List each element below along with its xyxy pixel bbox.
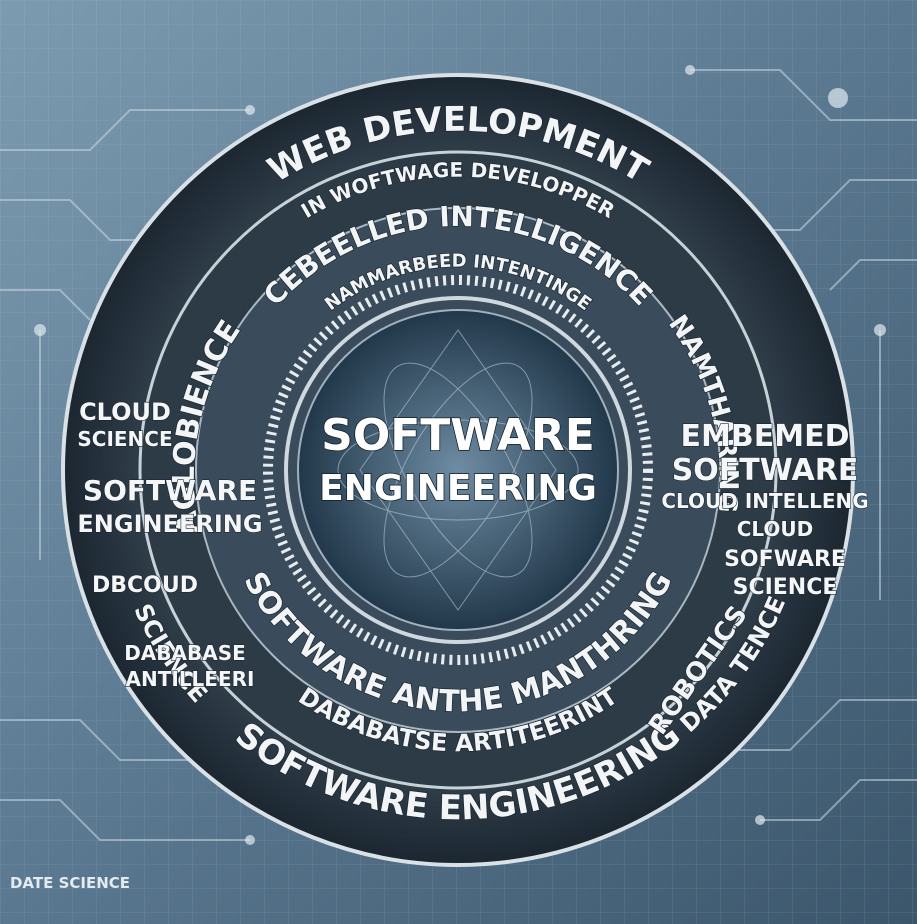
side-label: ENGINEERING (77, 510, 262, 538)
side-label: SCIENCE (733, 575, 838, 600)
side-label: SOFTWARE (83, 474, 257, 507)
side-label: DBCOUD (92, 573, 198, 598)
side-label: ANTILLEERI (126, 667, 255, 691)
rings (61, 73, 855, 867)
center-title: SOFTWARE (321, 410, 595, 461)
corner-label: DATE SCIENCE (10, 874, 130, 892)
side-label: DABABASE (124, 641, 246, 665)
side-label: SCIENCE (77, 427, 172, 451)
side-labels: CLOUD SCIENCE SOFTWARE ENGINEERING DBCOU… (77, 397, 869, 691)
side-label: CLOUD (79, 398, 171, 426)
center-title: ENGINEERING (319, 468, 597, 509)
side-label: SOFTWARE (672, 453, 859, 488)
side-label: SOFWARE (724, 547, 846, 572)
side-label: CLOUD (737, 517, 814, 541)
side-label: EMBEMED (681, 419, 850, 454)
side-label: CLOUD INTELLENG (661, 489, 868, 513)
circuit-lines (0, 65, 917, 845)
